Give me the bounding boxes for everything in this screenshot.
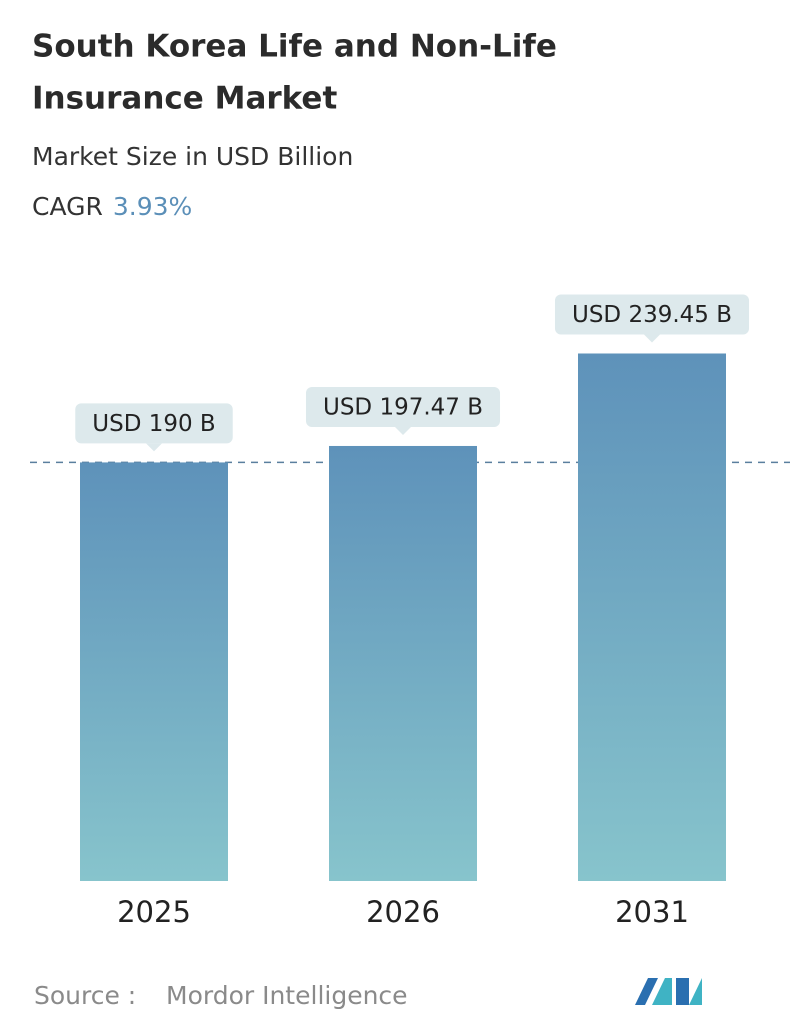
callout-box xyxy=(554,294,750,335)
value-callout: USD 190 B xyxy=(75,403,233,452)
value-label: USD 190 B xyxy=(92,411,215,437)
callout-box xyxy=(305,386,501,427)
value-callout: USD 239.45 B xyxy=(554,294,750,343)
x-tick-label: 2025 xyxy=(117,895,191,929)
callout-pointer xyxy=(395,426,411,435)
value-label: USD 197.47 B xyxy=(323,394,483,420)
x-tick-label: 2026 xyxy=(366,895,440,929)
logo xyxy=(635,978,702,1005)
chart-title: South Korea Life and Non-Life xyxy=(32,29,557,65)
bar xyxy=(80,462,228,881)
callout-pointer xyxy=(644,334,660,343)
value-callout: USD 197.47 B xyxy=(305,386,501,435)
bar xyxy=(578,353,726,881)
bar xyxy=(329,445,477,881)
cagr-value: 3.93% xyxy=(113,192,192,221)
callout-pointer xyxy=(146,443,162,452)
value-label: USD 239.45 B xyxy=(572,302,732,328)
callout-box xyxy=(75,403,233,444)
chart-title: Insurance Market xyxy=(32,81,337,117)
cagr-label: CAGR xyxy=(32,192,103,221)
x-tick-label: 2031 xyxy=(615,895,689,929)
chart-subtitle: Market Size in USD Billion xyxy=(32,142,353,171)
source: Mordor Intelligence xyxy=(166,981,408,1010)
source-label: Source : xyxy=(34,981,136,1010)
